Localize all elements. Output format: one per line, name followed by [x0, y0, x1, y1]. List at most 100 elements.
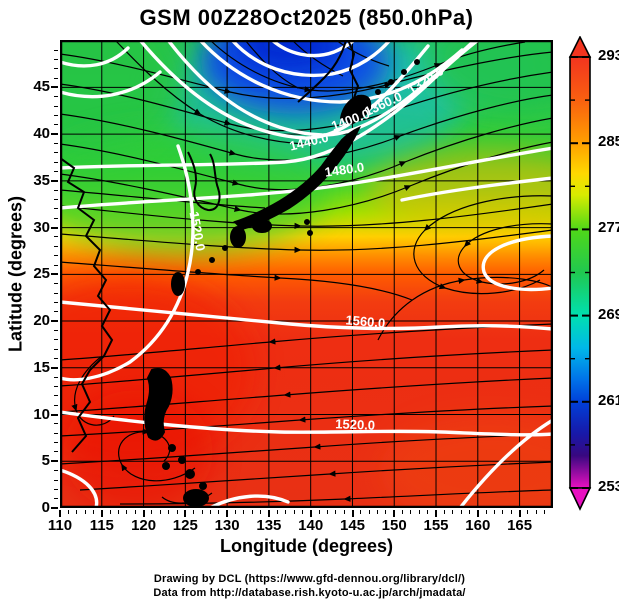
x-minor-tick-mark — [494, 510, 495, 514]
ryukyu-island — [195, 269, 201, 275]
x-minor-tick-mark — [452, 510, 454, 514]
x-minor-tick-mark — [243, 510, 245, 514]
y-tick-mark — [51, 460, 58, 463]
contour-label: 1480.0 — [324, 159, 365, 179]
x-minor-tick-mark — [126, 510, 128, 514]
streamline — [457, 223, 553, 285]
kuril-island — [388, 79, 394, 85]
colorbar-ticks — [570, 56, 590, 489]
x-minor-tick-mark — [335, 510, 337, 514]
x-minor-tick-mark — [377, 510, 378, 514]
x-minor-tick-mark — [285, 510, 287, 514]
height-contour — [458, 418, 553, 508]
height-contour — [400, 176, 553, 202]
y-minor-tick-mark — [54, 105, 58, 107]
streamline — [413, 195, 553, 295]
y-tick-label: 35 — [33, 171, 50, 189]
y-minor-tick-mark — [54, 395, 58, 397]
y-tick-label: 45 — [33, 78, 50, 96]
x-minor-tick-mark — [485, 510, 487, 514]
y-tick-mark — [51, 507, 58, 509]
height-contours — [60, 40, 553, 508]
x-tick-label: 110 — [47, 517, 73, 534]
y-minor-tick-mark — [54, 124, 58, 126]
y-tick-mark — [51, 226, 58, 229]
x-tick-mark — [142, 510, 145, 517]
streamline — [60, 203, 553, 229]
y-minor-tick-mark — [54, 311, 58, 313]
height-contour — [138, 40, 430, 140]
x-tick-label: 160 — [465, 517, 491, 534]
y-minor-tick-mark — [54, 96, 58, 98]
x-minor-tick-mark — [84, 510, 86, 514]
streamline — [79, 461, 553, 491]
colorbar-tick-label: 277 — [598, 219, 619, 237]
philippine-island — [199, 482, 207, 490]
contour-label: 1560.0 — [345, 312, 386, 330]
y-minor-tick-mark — [54, 208, 58, 210]
colorbar-tick-label: 269 — [598, 305, 619, 323]
korea-coast — [187, 151, 221, 212]
x-minor-tick-mark — [418, 510, 420, 514]
streamline — [60, 261, 413, 301]
y-tick-label: 0 — [41, 499, 50, 516]
philippine-island — [178, 456, 186, 464]
taiwan — [171, 272, 185, 296]
kuril-island — [414, 59, 420, 65]
y-minor-tick-mark — [54, 49, 58, 51]
streamline — [60, 323, 553, 361]
x-minor-tick-mark — [502, 510, 504, 514]
y-minor-tick-mark — [54, 301, 58, 303]
streamline — [60, 71, 553, 132]
height-contour — [481, 234, 553, 292]
height-contour — [60, 40, 480, 170]
philippine-island — [168, 444, 176, 452]
x-minor-tick-mark — [544, 510, 546, 514]
x-minor-tick-mark — [535, 510, 537, 514]
y-minor-tick-mark — [54, 432, 58, 434]
y-minor-tick-mark — [54, 386, 58, 387]
x-tick-label: 115 — [89, 517, 114, 534]
y-minor-tick-mark — [54, 189, 58, 191]
y-tick-mark — [51, 413, 58, 416]
x-tick-mark — [184, 510, 187, 517]
height-contour — [60, 144, 195, 382]
shikoku — [252, 219, 272, 233]
y-minor-tick-mark — [54, 255, 58, 257]
coastlines — [60, 40, 420, 507]
y-minor-tick-mark — [54, 114, 58, 116]
height-contour — [60, 146, 553, 210]
y-minor-tick-mark — [54, 329, 58, 331]
height-contour — [60, 300, 553, 331]
y-minor-tick-mark — [54, 199, 58, 201]
y-tick-label: 15 — [33, 358, 50, 376]
y-minor-tick-mark — [54, 68, 58, 70]
x-tick-label: 135 — [256, 517, 282, 534]
izu-island — [307, 230, 313, 236]
x-minor-tick-mark — [410, 510, 412, 514]
colorbar-tick-label: 285 — [598, 133, 619, 151]
height-contour — [208, 494, 290, 508]
streamline — [71, 355, 115, 426]
x-minor-tick-mark — [468, 510, 470, 514]
colorbar-tick-label: 293 — [598, 47, 619, 64]
x-minor-tick-mark — [385, 510, 387, 514]
philippine-island — [162, 462, 170, 470]
x-tick-mark — [226, 510, 229, 517]
y-minor-tick-mark — [54, 470, 58, 472]
y-minor-tick-mark — [54, 488, 58, 490]
x-minor-tick-mark — [176, 510, 178, 514]
colorbar — [568, 36, 592, 511]
contour-label: 1520.0 — [187, 210, 209, 252]
x-minor-tick-mark — [218, 510, 220, 514]
x-tick-label: 155 — [423, 517, 449, 534]
footer-credit-line: Drawing by DCL (https://www.gfd-dennou.o… — [153, 573, 466, 585]
x-minor-tick-mark — [460, 510, 462, 514]
x-tick-mark — [476, 510, 479, 517]
height-contour — [60, 70, 162, 99]
x-minor-tick-mark — [510, 510, 512, 514]
y-minor-tick-mark — [54, 292, 58, 294]
y-minor-tick-mark — [54, 245, 58, 247]
page-title: GSM 00Z28Oct2025 (850.0hPa) — [139, 5, 474, 30]
y-minor-tick-mark — [54, 404, 58, 406]
